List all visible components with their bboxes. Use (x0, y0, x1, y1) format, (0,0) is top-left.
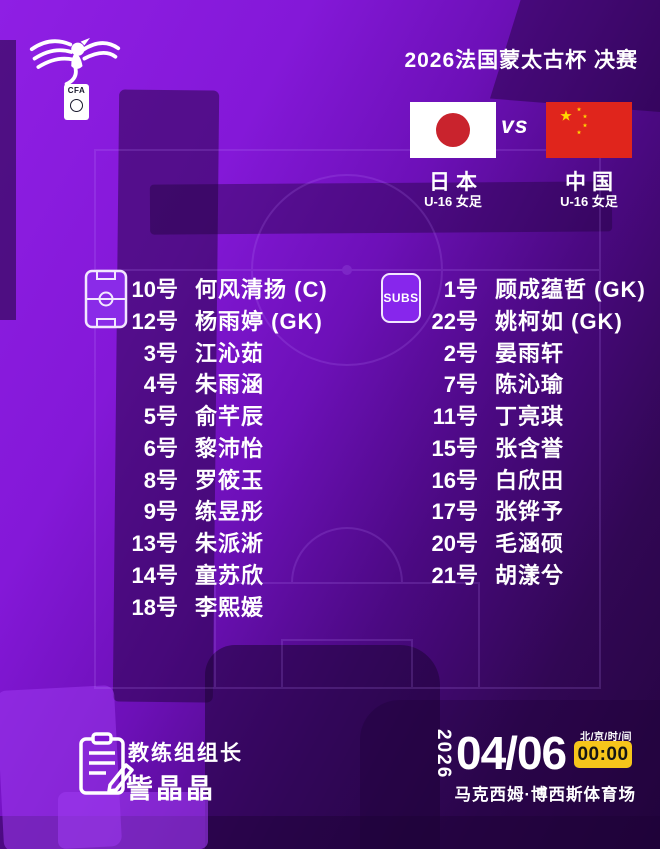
player-name: 陈沁瑜 (495, 372, 565, 398)
player-name: 朱雨涵 (195, 372, 265, 398)
player-number: 16号 (431, 467, 478, 493)
player-number: 17号 (431, 499, 478, 525)
cfa-emblem-icon (70, 99, 83, 112)
starter-row: 3号 江沁茹 (58, 336, 328, 368)
player-name: 练昱彤 (195, 499, 265, 525)
player-name: 丁亮琪 (495, 404, 565, 430)
cfa-badge-label: CFA (67, 86, 86, 95)
coach-title: 教练组组长 (128, 742, 243, 765)
player-name: 张铧予 (495, 499, 565, 525)
player-name: 胡漾兮 (495, 563, 565, 589)
starter-row: 8号 罗筱玉 (58, 463, 328, 495)
sub-row: 16号 白欣田 (358, 463, 646, 495)
player-name: 白欣田 (495, 467, 565, 493)
player-name: 朱派淅 (195, 531, 265, 557)
player-number: 11号 (432, 404, 478, 430)
starter-row: 4号 朱雨涵 (58, 367, 328, 399)
starter-row: 12号 杨雨婷 (GK) (58, 304, 328, 336)
player-number: 2号 (443, 340, 478, 366)
china-flag (546, 102, 632, 158)
vs-label: vs (501, 112, 529, 138)
player-number: 3号 (143, 340, 178, 366)
sub-row: 7号 陈沁瑜 (358, 367, 646, 399)
player-number: 9号 (143, 499, 178, 525)
sub-row: 2号 晏雨轩 (358, 336, 646, 368)
match-year: 2026 (433, 729, 454, 780)
starters-list: 10号 何风清扬 (C) 12号 杨雨婷 (GK) 3号 江沁茹 4号 朱雨涵 … (58, 272, 328, 622)
starter-row: 10号 何风清扬 (C) (58, 272, 328, 304)
sub-row: 1号 顾成蕴哲 (GK) (358, 272, 646, 304)
sub-row: 17号 张铧予 (358, 495, 646, 527)
player-name: 李熙媛 (195, 594, 265, 620)
coach-name: 訾晶晶 (126, 774, 216, 804)
kickoff-time-box: 00:00 (574, 741, 632, 768)
player-number: 5号 (143, 404, 178, 430)
phoenix-logo-icon (29, 37, 121, 86)
bg-light-patch (58, 792, 208, 849)
player-name: 罗筱玉 (195, 467, 265, 493)
player-number: 21号 (431, 563, 478, 589)
starter-row: 9号 练昱彤 (58, 495, 328, 527)
player-name: 何风清扬 (C) (195, 276, 328, 302)
player-name: 杨雨婷 (GK) (195, 308, 323, 334)
sub-row: 15号 张含誉 (358, 431, 646, 463)
player-number: 7号 (443, 372, 478, 398)
away-team-name: 中国 (565, 171, 619, 194)
sub-row: 20号 毛涵硕 (358, 526, 646, 558)
china-flag-stars (560, 107, 588, 135)
starter-row: 14号 童苏欣 (58, 558, 328, 590)
subs-badge: SUBS (381, 273, 421, 323)
starter-row: 6号 黎沛怡 (58, 431, 328, 463)
player-number: 18号 (131, 594, 178, 620)
bg-grunge-shape (0, 40, 16, 320)
player-number: 12号 (131, 308, 178, 334)
starter-row: 5号 俞芊辰 (58, 399, 328, 431)
timezone-label: 北/京/时/间 (580, 732, 632, 743)
home-team-name: 日本 (429, 171, 483, 194)
player-number: 15号 (431, 435, 478, 461)
away-team-sub: U-16 女足 (560, 194, 618, 209)
cfa-badge: CFA (64, 84, 89, 120)
player-name: 晏雨轩 (495, 340, 565, 366)
subs-list: 1号 顾成蕴哲 (GK) 22号 姚柯如 (GK) 2号 晏雨轩 7号 陈沁瑜 … (358, 272, 646, 590)
match-date: 04/06 (456, 727, 567, 779)
sub-row: 22号 姚柯如 (GK) (358, 304, 646, 336)
player-name: 顾成蕴哲 (GK) (495, 276, 646, 302)
starter-row: 13号 朱派淅 (58, 526, 328, 558)
bg-grunge-shape (360, 700, 660, 849)
pitch-icon (84, 269, 128, 329)
clipboard-icon (79, 732, 134, 795)
player-number: 13号 (131, 531, 178, 557)
subs-badge-label: SUBS (383, 291, 419, 305)
player-name: 黎沛怡 (195, 435, 265, 461)
player-name: 俞芊辰 (195, 404, 265, 430)
player-number: 22号 (431, 308, 478, 334)
player-number: 6号 (143, 435, 178, 461)
venue-name: 马克西姆·博西斯体育场 (454, 786, 636, 804)
player-number: 1号 (443, 276, 478, 302)
player-name: 姚柯如 (GK) (495, 308, 623, 334)
sub-row: 11号 丁亮琪 (358, 399, 646, 431)
player-number: 10号 (131, 276, 178, 302)
poster-title: 2026法国蒙太古杯 决赛 (404, 49, 638, 72)
bg-grunge-shape (205, 645, 440, 849)
starter-row: 18号 李熙媛 (58, 590, 328, 622)
japan-flag-sun (436, 113, 470, 147)
japan-flag (410, 102, 496, 158)
kickoff-time: 00:00 (577, 743, 629, 765)
player-name: 张含誉 (495, 435, 565, 461)
player-name: 江沁茹 (195, 340, 265, 366)
sub-row: 21号 胡漾兮 (358, 558, 646, 590)
player-name: 童苏欣 (195, 563, 265, 589)
player-name: 毛涵硕 (495, 531, 565, 557)
player-number: 14号 (131, 563, 178, 589)
player-number: 20号 (431, 531, 478, 557)
player-number: 4号 (143, 372, 178, 398)
bg-grunge-shape (490, 0, 660, 112)
player-number: 8号 (143, 467, 178, 493)
home-team-sub: U-16 女足 (424, 194, 482, 209)
